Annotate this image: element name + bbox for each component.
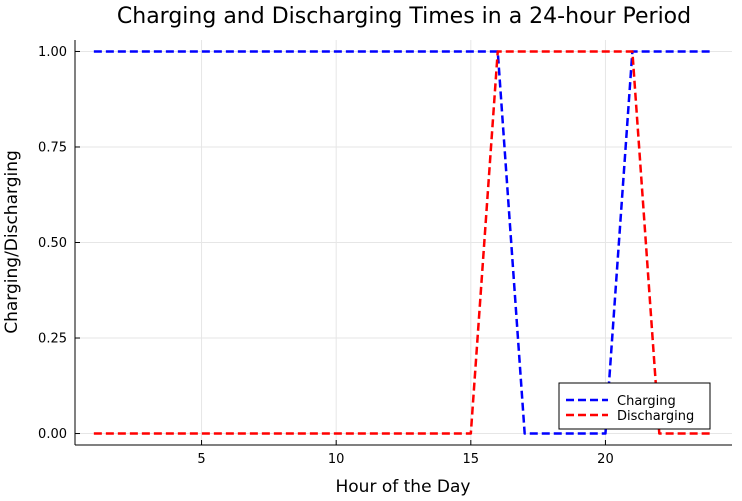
x-tick-label: 20 [597, 452, 614, 467]
y-axis-label: Charging/Discharging [2, 150, 22, 334]
y-tick-label: 0.00 [38, 427, 67, 442]
legend-box [558, 382, 711, 430]
legend-label-charging: Charging [617, 394, 676, 409]
x-tick-label: 15 [463, 452, 480, 467]
chart-title: Charging and Discharging Times in a 24-h… [117, 4, 691, 29]
axes [74, 40, 732, 446]
y-tick-label: 0.25 [38, 332, 67, 347]
series-group [93, 50, 714, 435]
legend-label-discharging: Discharging [617, 409, 694, 424]
y-tick-label: 1.00 [38, 45, 67, 60]
y-tick-label: 0.50 [38, 236, 67, 251]
tick-labels: 5 10 15 20 0.00 0.25 0.50 0.75 1.00 [38, 45, 614, 467]
x-tick-label: 10 [328, 452, 345, 467]
series-line-charging [93, 50, 714, 435]
series-line-discharging [93, 50, 714, 435]
y-tick-label: 0.75 [38, 140, 67, 155]
legend: Charging Discharging [558, 382, 711, 430]
x-tick-label: 5 [197, 452, 205, 467]
x-axis-label: Hour of the Day [335, 477, 470, 497]
